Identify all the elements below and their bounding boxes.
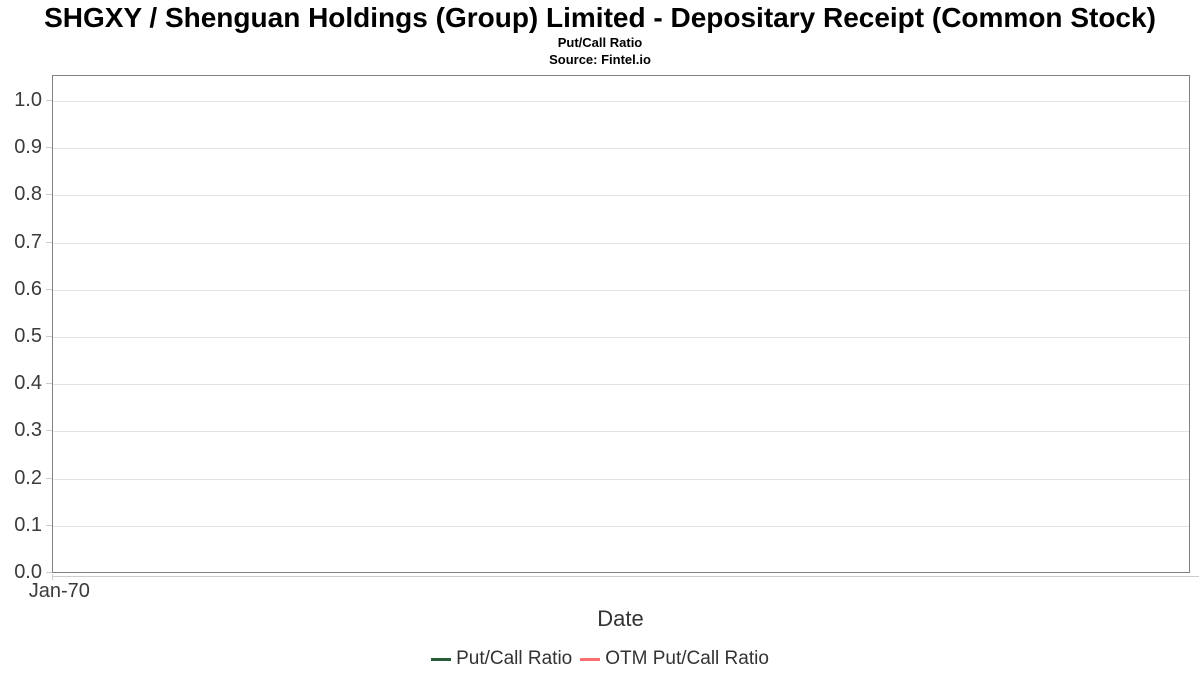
y-tick-mark (46, 572, 52, 573)
gridline (53, 431, 1189, 433)
x-axis-line (52, 576, 1199, 577)
gridline (53, 101, 1189, 102)
x-tick-mark (52, 574, 53, 580)
chart-title: SHGXY / Shenguan Holdings (Group) Limite… (44, 2, 1156, 33)
x-axis-title: Date (597, 606, 644, 631)
y-tick-label: 0.2 (14, 466, 42, 489)
y-tick-label: 0.8 (14, 183, 42, 206)
gridline (53, 242, 1189, 244)
y-tick-label: 0.1 (14, 513, 42, 536)
y-tick-label: 0.0 (14, 561, 42, 583)
chart-source: Source: Fintel.io (549, 52, 651, 67)
y-tick-label: 0.6 (14, 277, 42, 300)
y-tick-mark (46, 194, 52, 196)
y-tick-mark (46, 288, 52, 290)
legend-label: OTM Put/Call Ratio (605, 648, 769, 669)
gridline (53, 478, 1189, 480)
y-tick-mark (46, 147, 52, 149)
legend-item-otm-put-call-ratio[interactable]: OTM Put/Call Ratio (580, 648, 769, 670)
legend-line-marker-green (431, 657, 452, 661)
gridline (53, 148, 1189, 150)
y-tick-mark (46, 477, 52, 479)
gridline (53, 195, 1189, 197)
y-tick-label: 0.3 (14, 419, 42, 442)
y-tick-label: 0.5 (14, 325, 42, 347)
gridline (53, 289, 1189, 291)
y-tick-mark (46, 336, 52, 337)
legend: Put/Call Ratio OTM Put/Call Ratio (0, 645, 1200, 673)
y-tick-label: 1.0 (14, 89, 42, 111)
plot-area (52, 75, 1190, 573)
y-axis: 0.0 0.1 0.2 0.3 0.4 0.5 0.6 0.7 0.8 0.9 1.0 (0, 0, 52, 675)
legend-line-marker-red (580, 657, 601, 661)
gridline (53, 337, 1189, 338)
legend-label: Put/Call Ratio (456, 648, 573, 669)
legend-item-put-call-ratio[interactable]: Put/Call Ratio (431, 648, 572, 670)
y-tick-mark (46, 383, 52, 385)
y-tick-label: 0.4 (14, 372, 42, 395)
chart-subtitle: Put/Call Ratio (557, 35, 643, 50)
gridline (53, 525, 1189, 527)
y-tick-mark (46, 241, 52, 243)
x-tick-label: Jan-70 (28, 580, 90, 602)
y-tick-mark (46, 100, 52, 101)
gridline (53, 384, 1189, 386)
y-tick-label: 0.7 (14, 230, 42, 253)
y-tick-mark (46, 524, 52, 526)
y-tick-label: 0.9 (14, 136, 42, 159)
y-tick-mark (46, 430, 52, 432)
